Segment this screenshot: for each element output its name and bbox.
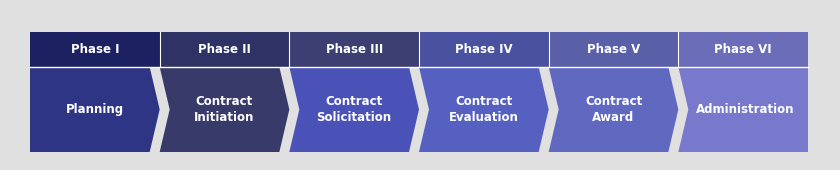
Text: Phase II: Phase II	[198, 43, 251, 56]
Polygon shape	[30, 67, 160, 152]
Text: Phase III: Phase III	[326, 43, 383, 56]
Polygon shape	[30, 32, 160, 67]
Text: Contract
Evaluation: Contract Evaluation	[449, 95, 519, 124]
Text: Phase IV: Phase IV	[455, 43, 512, 56]
Polygon shape	[419, 32, 549, 67]
Text: Administration: Administration	[696, 103, 795, 116]
Text: Contract
Initiation: Contract Initiation	[194, 95, 255, 124]
Polygon shape	[419, 67, 549, 152]
Text: Contract
Solicitation: Contract Solicitation	[317, 95, 391, 124]
Polygon shape	[160, 67, 289, 152]
Polygon shape	[549, 67, 679, 152]
Text: Phase V: Phase V	[587, 43, 640, 56]
Polygon shape	[160, 32, 289, 67]
Polygon shape	[289, 67, 419, 152]
Polygon shape	[679, 67, 808, 152]
Polygon shape	[679, 32, 808, 67]
Text: Contract
Award: Contract Award	[585, 95, 642, 124]
Text: Planning: Planning	[66, 103, 123, 116]
Text: Phase I: Phase I	[71, 43, 119, 56]
Polygon shape	[549, 32, 679, 67]
Polygon shape	[289, 32, 419, 67]
Text: Phase VI: Phase VI	[714, 43, 772, 56]
